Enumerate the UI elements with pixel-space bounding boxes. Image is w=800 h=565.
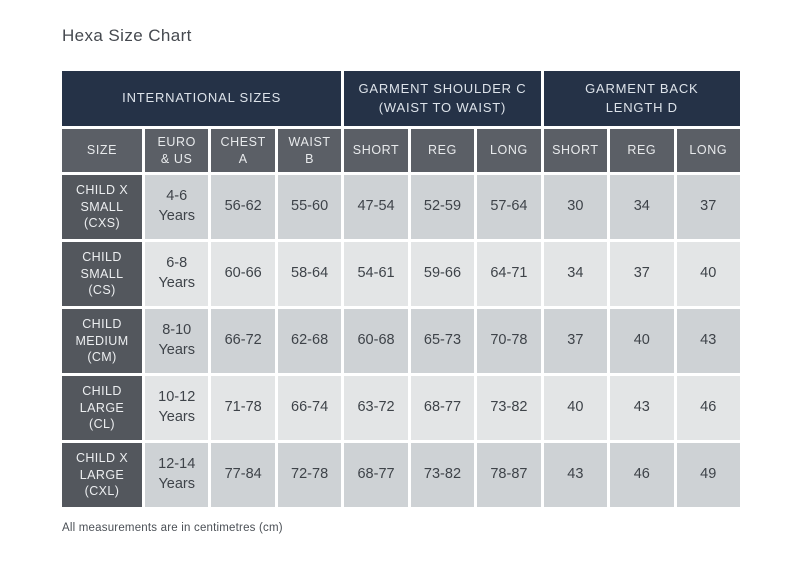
cell-back-reg: 37	[610, 242, 674, 306]
cell-chest: 77-84	[211, 443, 275, 507]
cell-back-short: 37	[543, 309, 608, 373]
cell-euro-years: 4-6 Years	[145, 175, 209, 239]
cell-waist: 55-60	[277, 175, 342, 239]
cell-waist: 62-68	[277, 309, 342, 373]
table-row-child-x-large: CHILD X LARGE (CXL) 12-14 Years 77-84 72…	[62, 443, 740, 507]
group-header-garment-back-length: GARMENT BACK LENGTH D	[543, 71, 740, 126]
cell-euro-years: 12-14 Years	[145, 443, 209, 507]
cell-euro-years: 10-12 Years	[145, 376, 209, 440]
cell-waist: 72-78	[277, 443, 342, 507]
size-chart-page: Hexa Size Chart INTERNATIONAL SIZES GARM…	[59, 26, 743, 534]
cell-waist: 66-74	[277, 376, 342, 440]
column-header-chest-a: CHEST A	[211, 129, 275, 172]
cell-back-short: 43	[543, 443, 608, 507]
table-row-child-small: CHILD SMALL (CS) 6-8 Years 60-66 58-64 5…	[62, 242, 740, 306]
cell-shoulder-long: 57-64	[477, 175, 541, 239]
cell-back-reg: 43	[610, 376, 674, 440]
column-header-back-reg: REG	[610, 129, 674, 172]
cell-back-reg: 46	[610, 443, 674, 507]
column-header-back-short: SHORT	[543, 129, 608, 172]
row-size-label: CHILD SMALL (CS)	[62, 242, 142, 306]
row-size-label: CHILD X SMALL (CXS)	[62, 175, 142, 239]
cell-waist: 58-64	[277, 242, 342, 306]
cell-chest: 56-62	[211, 175, 275, 239]
cell-shoulder-short: 54-61	[344, 242, 408, 306]
column-header-back-long: LONG	[676, 129, 740, 172]
cell-back-long: 49	[676, 443, 740, 507]
row-size-label: CHILD LARGE (CL)	[62, 376, 142, 440]
column-header-shoulder-short: SHORT	[344, 129, 408, 172]
cell-back-reg: 34	[610, 175, 674, 239]
cell-shoulder-long: 64-71	[477, 242, 541, 306]
table-row-child-large: CHILD LARGE (CL) 10-12 Years 71-78 66-74…	[62, 376, 740, 440]
size-chart-table: INTERNATIONAL SIZES GARMENT SHOULDER C (…	[59, 68, 743, 510]
group-header-row: INTERNATIONAL SIZES GARMENT SHOULDER C (…	[62, 71, 740, 126]
cell-chest: 71-78	[211, 376, 275, 440]
cell-back-reg: 40	[610, 309, 674, 373]
group-header-international-sizes: INTERNATIONAL SIZES	[62, 71, 342, 126]
cell-shoulder-reg: 59-66	[410, 242, 475, 306]
cell-shoulder-reg: 52-59	[410, 175, 475, 239]
column-header-shoulder-reg: REG	[410, 129, 475, 172]
cell-chest: 66-72	[211, 309, 275, 373]
cell-shoulder-long: 78-87	[477, 443, 541, 507]
measurements-footnote: All measurements are in centimetres (cm)	[62, 522, 283, 534]
cell-shoulder-short: 63-72	[344, 376, 408, 440]
cell-euro-years: 6-8 Years	[145, 242, 209, 306]
table-row-child-medium: CHILD MEDIUM (CM) 8-10 Years 66-72 62-68…	[62, 309, 740, 373]
cell-back-long: 40	[676, 242, 740, 306]
cell-back-long: 43	[676, 309, 740, 373]
cell-shoulder-short: 68-77	[344, 443, 408, 507]
column-header-waist-b: WAIST B	[277, 129, 342, 172]
cell-back-long: 46	[676, 376, 740, 440]
page-title: Hexa Size Chart	[62, 26, 192, 45]
cell-euro-years: 8-10 Years	[145, 309, 209, 373]
cell-shoulder-long: 73-82	[477, 376, 541, 440]
cell-back-short: 34	[543, 242, 608, 306]
cell-shoulder-reg: 73-82	[410, 443, 475, 507]
cell-back-short: 30	[543, 175, 608, 239]
cell-shoulder-long: 70-78	[477, 309, 541, 373]
table-row-child-x-small: CHILD X SMALL (CXS) 4-6 Years 56-62 55-6…	[62, 175, 740, 239]
cell-chest: 60-66	[211, 242, 275, 306]
row-size-label: CHILD X LARGE (CXL)	[62, 443, 142, 507]
cell-shoulder-short: 47-54	[344, 175, 408, 239]
cell-back-long: 37	[676, 175, 740, 239]
cell-shoulder-reg: 68-77	[410, 376, 475, 440]
cell-back-short: 40	[543, 376, 608, 440]
column-header-shoulder-long: LONG	[477, 129, 541, 172]
row-size-label: CHILD MEDIUM (CM)	[62, 309, 142, 373]
group-header-garment-shoulder: GARMENT SHOULDER C (WAIST TO WAIST)	[344, 71, 541, 126]
cell-shoulder-short: 60-68	[344, 309, 408, 373]
column-header-euro-us: EURO & US	[145, 129, 209, 172]
column-header-row: SIZE EURO & US CHEST A WAIST B SHORT REG…	[62, 129, 740, 172]
cell-shoulder-reg: 65-73	[410, 309, 475, 373]
column-header-size: SIZE	[62, 129, 142, 172]
